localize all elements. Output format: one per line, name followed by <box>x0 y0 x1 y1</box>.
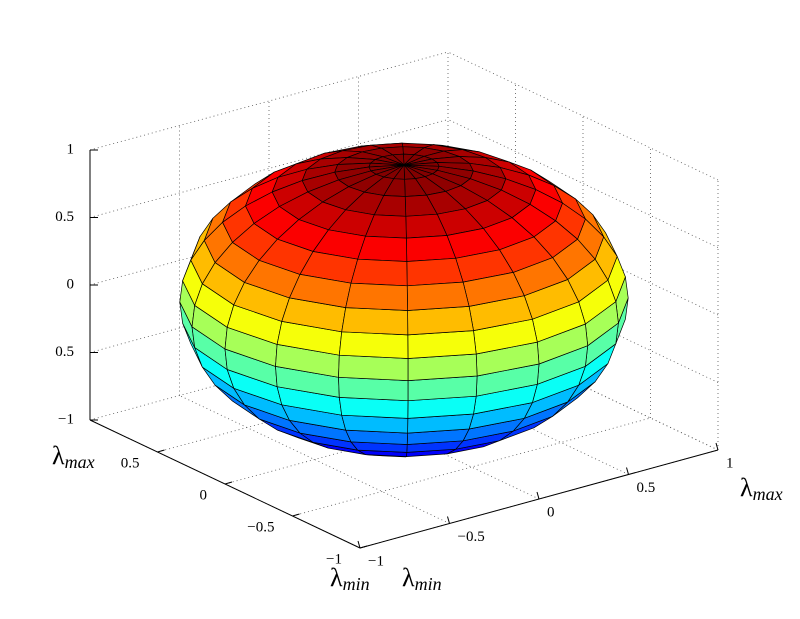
axis-label: λmax <box>740 473 783 504</box>
surface-patch <box>338 331 409 359</box>
axis-label-symbol: λ <box>330 563 343 592</box>
axis-label-subscript: min <box>415 574 442 594</box>
x-tick-label: 0.5 <box>121 455 140 471</box>
surface-patch <box>338 376 409 402</box>
x-tick-label: −1 <box>326 551 342 567</box>
surface-patch <box>345 282 408 311</box>
y-tick-label: −1 <box>368 553 384 569</box>
tick-mark <box>292 513 300 517</box>
z-tick-label: 0 <box>67 276 75 292</box>
y-tick-label: −0.5 <box>458 529 485 545</box>
tick-mark <box>224 481 233 485</box>
surface-patch <box>357 235 408 262</box>
tick-mark <box>357 540 361 549</box>
surface-patch <box>350 258 408 287</box>
axis-label-symbol: λ <box>52 441 65 470</box>
axis-label-subscript: max <box>753 484 783 504</box>
y-tick-label: 0.5 <box>637 480 656 496</box>
tick-mark <box>536 491 540 500</box>
tick-mark <box>447 516 450 524</box>
x-tick-label: 0 <box>200 487 208 503</box>
surface-patch <box>407 306 474 336</box>
surface-patch <box>338 354 409 381</box>
x-tick-label: −0.5 <box>247 519 274 535</box>
tick-mark <box>715 442 719 451</box>
axis-label: λmin <box>330 563 370 594</box>
z-tick-label: 0.5 <box>55 344 74 360</box>
surface-patch <box>341 307 409 336</box>
axis-label-symbol: λ <box>740 473 753 502</box>
surface-patch <box>406 257 464 287</box>
surface-patch <box>406 235 457 262</box>
axis-label-symbol: λ <box>402 563 415 592</box>
axis-label-subscript: min <box>343 574 370 594</box>
axis-label: λmin <box>402 563 442 594</box>
y-tick-label: 1 <box>726 455 734 471</box>
z-tick-label: −1 <box>58 411 74 427</box>
tick-mark <box>626 467 629 475</box>
tick-mark <box>157 449 165 453</box>
axis-label: λmax <box>52 441 95 472</box>
y-tick-label: 0 <box>547 504 555 520</box>
tick-mark <box>359 545 368 549</box>
z-tick-label: 0.5 <box>55 209 74 225</box>
axis-label-subscript: max <box>65 452 95 472</box>
z-tick-label: 1 <box>67 141 75 157</box>
surface-patch <box>407 330 477 359</box>
surface-patch <box>406 281 470 311</box>
